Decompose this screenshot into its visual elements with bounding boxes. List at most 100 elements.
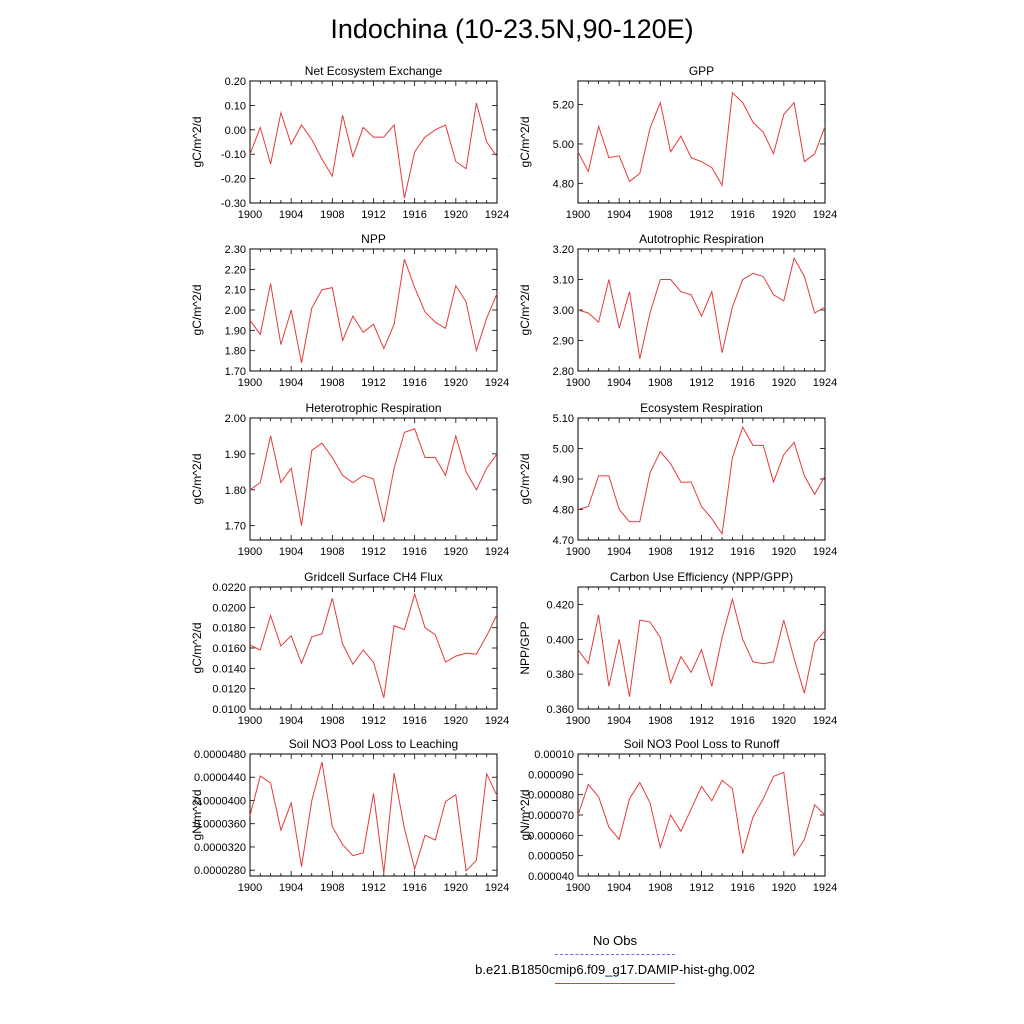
panel-4-xtick-label: 1924 bbox=[813, 377, 837, 389]
panel-9-ytick-label: 0.0000280 bbox=[194, 865, 246, 877]
panel-1-ylabel: gC/m^2/d bbox=[190, 117, 204, 168]
panel-9-xtick-label: 1924 bbox=[485, 882, 509, 894]
panel-9-ytick-label: 0.0000360 bbox=[194, 819, 246, 831]
panel-9-ytick-label: 0.0000440 bbox=[194, 772, 246, 784]
panel-10-xtick-label: 1908 bbox=[648, 882, 672, 894]
panel-2-xtick-label: 1904 bbox=[607, 209, 631, 221]
panel-5-xtick-label: 1912 bbox=[361, 546, 385, 558]
panel-6-ytick-label: 4.90 bbox=[553, 474, 574, 486]
panel-8-xtick-label: 1920 bbox=[772, 715, 796, 727]
panel-7-series-1-line bbox=[249, 592, 498, 698]
panel-3-xtick-label: 1920 bbox=[444, 377, 468, 389]
panel-10-ytick-label: 0.000050 bbox=[528, 851, 574, 863]
panel-4-xtick-label: 1900 bbox=[566, 377, 590, 389]
panel-6-series-1-line bbox=[577, 425, 826, 536]
panel-1-xtick-label: 1916 bbox=[402, 209, 426, 221]
panel-1-ytick-label: 0.20 bbox=[225, 76, 246, 88]
panel-5-title: Heterotrophic Respiration bbox=[305, 401, 441, 415]
panel-10-xtick-label: 1904 bbox=[607, 882, 631, 894]
legend-model-line bbox=[555, 983, 675, 984]
panel-10-ytick-label: 0.000040 bbox=[528, 871, 574, 883]
panel-2-xtick-label: 1900 bbox=[566, 209, 590, 221]
panel-2-frame bbox=[577, 80, 826, 204]
panel-4-ylabel: gC/m^2/d bbox=[518, 285, 532, 336]
panel-8-xtick-label: 1904 bbox=[607, 715, 631, 727]
panel-2-ytick-label: 4.80 bbox=[553, 178, 574, 190]
panel-6-xtick-label: 1912 bbox=[689, 546, 713, 558]
panel-3-ytick-label: 2.00 bbox=[225, 305, 246, 317]
panel-2-xtick-label: 1924 bbox=[813, 209, 837, 221]
panel-10-xtick-label: 1900 bbox=[566, 882, 590, 894]
panel-4-xtick-label: 1904 bbox=[607, 377, 631, 389]
panel-2-series-1-line bbox=[577, 91, 826, 187]
panel-7-xtick-label: 1900 bbox=[238, 715, 262, 727]
panel-6-xtick-label: 1924 bbox=[813, 546, 837, 558]
panel-2-xtick-label: 1916 bbox=[730, 209, 754, 221]
panel-7-ytick-label: 0.0200 bbox=[212, 602, 246, 614]
panel-2-ylabel: gC/m^2/d bbox=[518, 117, 532, 168]
panel-9-ytick-label: 0.0000480 bbox=[194, 749, 246, 761]
panel-3-xtick-label: 1916 bbox=[402, 377, 426, 389]
panel-2-xtick-label: 1912 bbox=[689, 209, 713, 221]
panel-4-series-1-line bbox=[577, 256, 826, 359]
panel-3-ytick-label: 2.30 bbox=[225, 244, 246, 256]
panel-4-title: Autotrophic Respiration bbox=[639, 232, 764, 246]
panel-9-xtick-label: 1916 bbox=[402, 882, 426, 894]
panel-5-ytick-label: 1.80 bbox=[225, 485, 246, 497]
panel-8-xtick-label: 1908 bbox=[648, 715, 672, 727]
panel-7-ytick-label: 0.0140 bbox=[212, 663, 246, 675]
panel-7-ytick-label: 0.0100 bbox=[212, 704, 246, 716]
panel-6-ytick-label: 5.10 bbox=[553, 413, 574, 425]
panel-7-ylabel: gC/m^2/d bbox=[190, 623, 204, 674]
panel-1-ytick-label: -0.30 bbox=[221, 198, 246, 210]
panel-5-xtick-label: 1904 bbox=[279, 546, 303, 558]
panel-7-ytick-label: 0.0120 bbox=[212, 684, 246, 696]
panel-5-xtick-label: 1908 bbox=[320, 546, 344, 558]
panel-3-xtick-label: 1908 bbox=[320, 377, 344, 389]
panel-3-xtick-label: 1924 bbox=[485, 377, 509, 389]
panel-9-ytick-label: 0.0000320 bbox=[194, 842, 246, 854]
legend-model-label: b.e21.B1850cmip6.f09_g17.DAMIP-hist-ghg.… bbox=[475, 962, 755, 977]
panel-1-series-1-line bbox=[249, 102, 498, 199]
panel-2-xtick-label: 1920 bbox=[772, 209, 796, 221]
page-title: Indochina (10-23.5N,90-120E) bbox=[330, 14, 694, 44]
panel-10-ylabel: gN/m^2/d bbox=[518, 790, 532, 841]
panel-3-ytick-label: 1.70 bbox=[225, 366, 246, 378]
panel-2-ytick-label: 5.00 bbox=[553, 139, 574, 151]
panel-6-ylabel: gC/m^2/d bbox=[518, 454, 532, 505]
panel-7-title: Gridcell Surface CH4 Flux bbox=[304, 570, 443, 584]
panel-7-xtick-label: 1904 bbox=[279, 715, 303, 727]
panel-1-xtick-label: 1908 bbox=[320, 209, 344, 221]
panel-7-xtick-label: 1924 bbox=[485, 715, 509, 727]
panel-2-xtick-label: 1908 bbox=[648, 209, 672, 221]
panel-6-frame bbox=[577, 417, 826, 541]
panel-8-xtick-label: 1924 bbox=[813, 715, 837, 727]
panel-10-ytick-label: 0.000060 bbox=[528, 830, 574, 842]
panel-10-ytick-label: 0.000080 bbox=[528, 790, 574, 802]
panel-7-ytick-label: 0.0220 bbox=[212, 582, 246, 594]
panel-6-title: Ecosystem Respiration bbox=[640, 401, 763, 415]
panel-7-xtick-label: 1916 bbox=[402, 715, 426, 727]
panel-9-xtick-label: 1912 bbox=[361, 882, 385, 894]
panel-5-ytick-label: 1.70 bbox=[225, 521, 246, 533]
panel-5-xtick-label: 1924 bbox=[485, 546, 509, 558]
panel-4-ytick-label: 3.10 bbox=[553, 275, 574, 287]
panel-7-ytick-label: 0.0160 bbox=[212, 643, 246, 655]
legend-obs-label: No Obs bbox=[592, 933, 638, 948]
panel-3-ytick-label: 2.10 bbox=[225, 285, 246, 297]
panel-2-ytick-label: 5.20 bbox=[553, 100, 574, 112]
panel-3-xtick-label: 1912 bbox=[361, 377, 385, 389]
panel-9-xtick-label: 1904 bbox=[279, 882, 303, 894]
panel-6-xtick-label: 1916 bbox=[730, 546, 754, 558]
panel-10-title: Soil NO3 Pool Loss to Runoff bbox=[624, 737, 781, 751]
panel-3-title: NPP bbox=[361, 232, 386, 246]
panel-1-ytick-label: -0.20 bbox=[221, 174, 246, 186]
legend-obs-line bbox=[555, 954, 675, 955]
panel-10-xtick-label: 1916 bbox=[730, 882, 754, 894]
panel-1-ytick-label: -0.10 bbox=[221, 149, 246, 161]
panel-7-xtick-label: 1920 bbox=[444, 715, 468, 727]
panel-7-frame bbox=[249, 586, 498, 710]
panel-4-ytick-label: 3.00 bbox=[553, 305, 574, 317]
panel-3-ylabel: gC/m^2/d bbox=[190, 285, 204, 336]
panel-10-ytick-label: 0.000070 bbox=[528, 810, 574, 822]
